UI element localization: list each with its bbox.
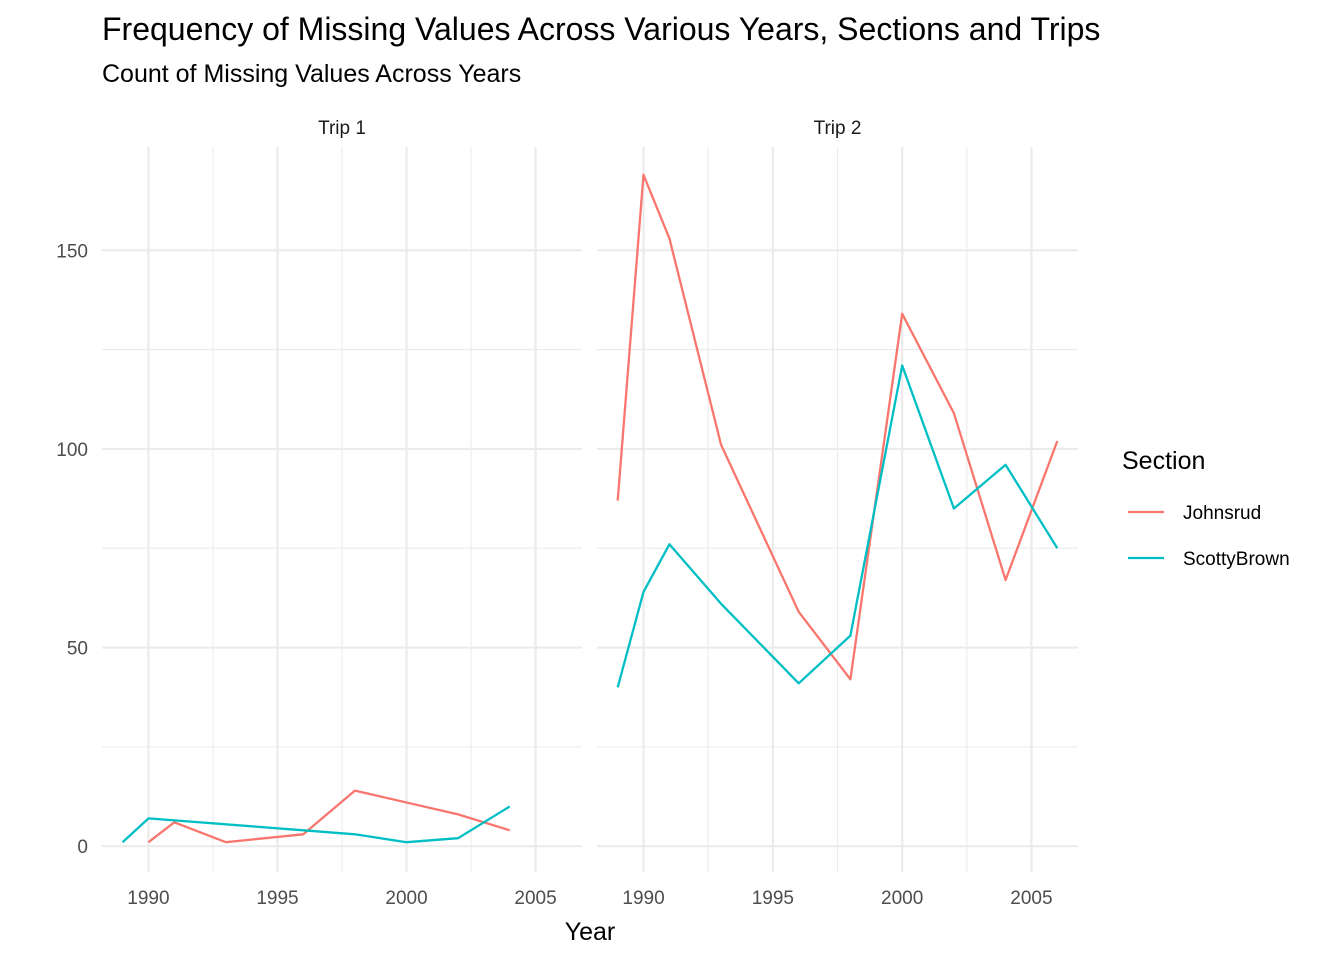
chart-subtitle: Count of Missing Values Across Years bbox=[102, 60, 521, 88]
legend-label: ScottyBrown bbox=[1183, 549, 1290, 570]
panels: 0 50 100 150 Trip 1 1990 1995 2000 2005 Trip 2 199… bbox=[56, 118, 1078, 909]
series-line-johnsrud bbox=[147, 789, 511, 844]
x-tick-label: 2000 bbox=[385, 888, 427, 909]
panel-1: Trip 1 1990 1995 2000 2005 bbox=[102, 118, 582, 909]
legend: Section Johnsrud ScottyBrown bbox=[1122, 447, 1290, 570]
facet-strip-label: Trip 1 bbox=[318, 118, 366, 139]
legend-label: Johnsrud bbox=[1183, 503, 1261, 524]
y-tick-label: 150 bbox=[56, 241, 88, 262]
x-axis-title: Year bbox=[565, 918, 616, 946]
y-tick-label: 0 bbox=[77, 837, 88, 858]
x-tick-label: 2005 bbox=[1010, 888, 1052, 909]
x-tick-label: 1995 bbox=[752, 888, 794, 909]
y-tick-label: 100 bbox=[56, 440, 88, 461]
x-tick-label: 1995 bbox=[256, 888, 298, 909]
legend-title: Section bbox=[1122, 447, 1205, 475]
series-line-johnsrud bbox=[616, 173, 1059, 681]
chart-title: Frequency of Missing Values Across Vario… bbox=[102, 11, 1100, 47]
series-line-scottybrown bbox=[121, 805, 511, 844]
x-tick-label: 2000 bbox=[881, 888, 923, 909]
x-tick-label: 1990 bbox=[622, 888, 664, 909]
panel-2: Trip 2 1990 1995 2000 2005 bbox=[597, 118, 1078, 909]
x-tick-label: 2005 bbox=[514, 888, 556, 909]
y-tick-label: 50 bbox=[67, 639, 88, 660]
x-tick-label: 1990 bbox=[127, 888, 169, 909]
series-line-scottybrown bbox=[616, 364, 1059, 688]
facet-strip-label: Trip 2 bbox=[814, 118, 862, 139]
